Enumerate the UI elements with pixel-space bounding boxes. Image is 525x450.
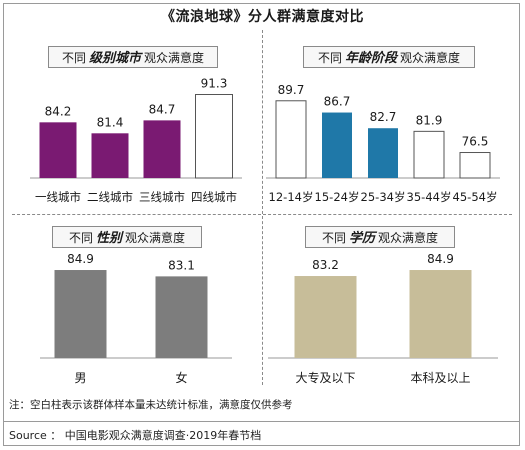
- age-value-label: 81.9: [416, 113, 443, 127]
- source-rule: [3, 421, 520, 422]
- edu-bar: [294, 276, 357, 358]
- page-title: 《流浪地球》分人群满意度对比: [161, 9, 364, 25]
- gender-panel-header: 不同 性别 观众满意度: [52, 226, 202, 248]
- age-bar: [413, 130, 445, 179]
- age-value-label: 82.7: [370, 110, 397, 124]
- city-header-emphasis: 级别城市: [88, 51, 141, 66]
- gender-header-emphasis: 性别: [95, 231, 122, 246]
- age-category-label: 35-44岁: [407, 190, 452, 204]
- age-value-label: 76.5: [462, 135, 489, 149]
- edu-category-label: 本科及以上: [410, 371, 470, 385]
- gender-header-suffix: 观众满意度: [125, 231, 186, 245]
- age-category-label: 45-54岁: [453, 190, 498, 204]
- age-header-prefix: 不同: [317, 51, 342, 65]
- city-bar: [91, 133, 129, 178]
- age-bar: [322, 112, 352, 178]
- city-value-label: 84.2: [45, 104, 72, 118]
- age-bar: [368, 128, 398, 178]
- edu-header-prefix: 不同: [321, 231, 346, 245]
- city-bar: [143, 120, 181, 178]
- edu-panel-header: 不同 学历 观众满意度: [305, 226, 455, 248]
- city-category-label: 三线城市: [139, 190, 185, 204]
- edu-category-label: 大专及以下: [295, 370, 355, 385]
- age-value-label: 89.7: [278, 83, 305, 97]
- gender-value-label: 83.1: [168, 258, 195, 272]
- city-header-suffix: 观众满意度: [144, 51, 205, 65]
- city-category-label: 二线城市: [87, 190, 133, 204]
- chart-frame: [3, 3, 520, 446]
- age-header-emphasis: 年龄阶段: [344, 51, 397, 66]
- age-category-label: 25-34岁: [361, 190, 406, 204]
- edu-value-label: 84.9: [427, 252, 454, 266]
- age-category-label: 15-24岁: [315, 190, 360, 204]
- age-panel-header: 不同 年龄阶段 观众满意度: [303, 46, 475, 68]
- city-bar: [39, 122, 77, 178]
- gender-value-label: 84.9: [67, 252, 94, 266]
- edu-header-emphasis: 学历: [348, 231, 375, 246]
- edu-bar: [409, 270, 472, 358]
- edu-header-suffix: 观众满意度: [378, 231, 439, 245]
- age-bar: [459, 152, 491, 179]
- city-category-label: 一线城市: [35, 190, 81, 204]
- footnote: 注：空白柱表示该群体样本量未达统计标准，满意度仅供参考: [9, 399, 293, 411]
- edu-value-label: 83.2: [312, 258, 339, 272]
- city-panel-header: 不同 级别城市 观众满意度: [48, 46, 218, 68]
- age-category-label: 12-14岁: [269, 190, 314, 204]
- city-value-label: 81.4: [97, 115, 124, 129]
- gender-category-label: 女: [175, 370, 187, 385]
- city-bar: [195, 94, 233, 179]
- city-header-prefix: 不同: [61, 51, 86, 65]
- city-value-label: 91.3: [201, 77, 228, 91]
- city-value-label: 84.7: [149, 102, 176, 116]
- panel-divider-vertical: [262, 30, 263, 385]
- gender-bar: [54, 270, 107, 358]
- gender-bar: [155, 276, 208, 358]
- age-bar: [275, 100, 307, 179]
- city-category-label: 四线城市: [191, 190, 237, 204]
- gender-category-label: 男: [74, 371, 86, 385]
- source-text: Source ： 中国电影观众满意度调查·2019年春节档: [9, 429, 262, 442]
- panel-divider-horizontal: [12, 214, 512, 215]
- age-header-suffix: 观众满意度: [400, 51, 461, 65]
- age-value-label: 86.7: [324, 95, 351, 109]
- gender-header-prefix: 不同: [68, 231, 93, 245]
